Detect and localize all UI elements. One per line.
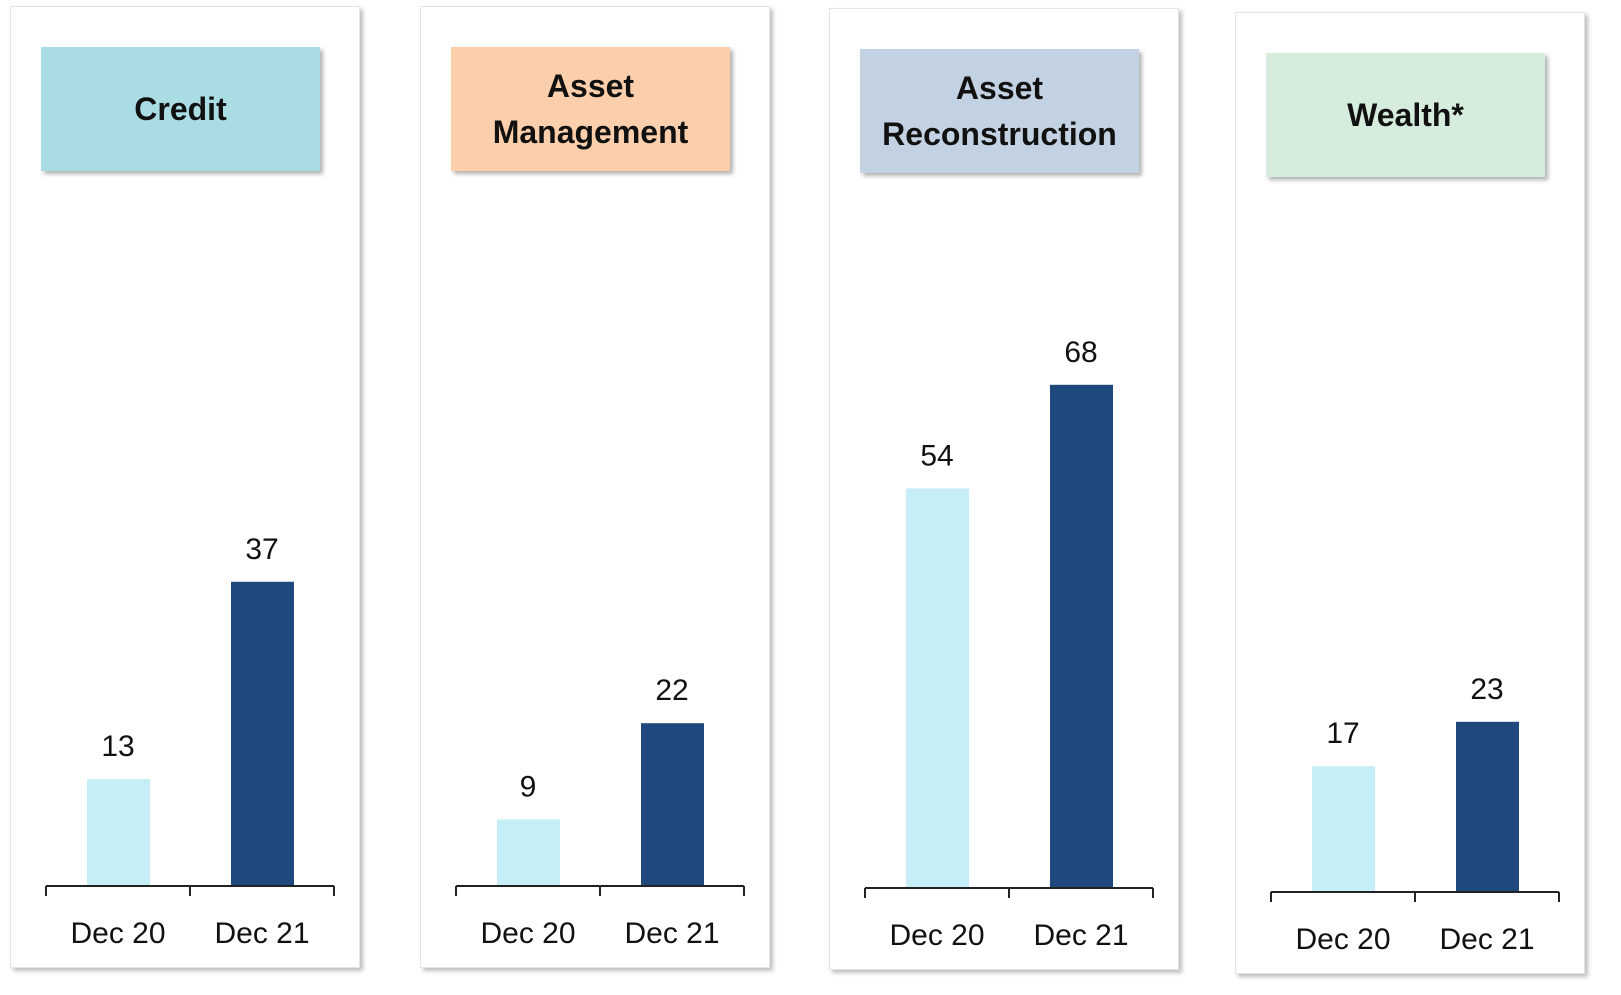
chart-panel: Asset Reconstruction 54 Dec 20 68 Dec 21 — [829, 8, 1179, 970]
bar — [1050, 384, 1113, 888]
title-box: Asset Management — [451, 47, 730, 171]
chart-title: Asset Management — [492, 68, 689, 150]
title-box: Wealth* — [1266, 53, 1545, 177]
x-tick-label: Dec 20 — [889, 919, 984, 952]
bar — [641, 723, 704, 886]
bar — [87, 779, 150, 886]
x-tick-label: Dec 21 — [214, 917, 309, 950]
bar — [497, 819, 560, 886]
bar — [231, 581, 294, 886]
x-tick-label: Dec 21 — [624, 917, 719, 950]
chart-title: Credit — [134, 91, 227, 127]
chart-panel: Credit 13 Dec 20 37 Dec 21 — [10, 6, 360, 968]
chart-title: Wealth* — [1347, 97, 1464, 133]
chart-title: Asset Reconstruction — [882, 70, 1117, 152]
chart-panel: Asset Management 9 Dec 20 22 Dec 21 — [420, 6, 770, 968]
value-label: 9 — [520, 770, 537, 803]
value-label: 13 — [101, 730, 134, 763]
chart: 17 Dec 20 23 Dec 21 — [1270, 673, 1560, 956]
x-tick-label: Dec 21 — [1439, 923, 1534, 956]
bar — [1312, 766, 1375, 892]
value-label: 68 — [1064, 336, 1097, 369]
value-label: 54 — [920, 439, 953, 472]
value-label: 22 — [655, 674, 688, 707]
x-tick-label: Dec 20 — [70, 917, 165, 950]
value-label: 37 — [245, 533, 278, 566]
x-tick-label: Dec 20 — [1295, 923, 1390, 956]
value-label: 17 — [1326, 717, 1359, 750]
chart: 13 Dec 20 37 Dec 21 — [45, 533, 335, 950]
bar — [1456, 721, 1519, 892]
value-label: 23 — [1470, 673, 1503, 706]
chart: 9 Dec 20 22 Dec 21 — [455, 674, 745, 950]
chart-panel: Wealth* 17 Dec 20 23 Dec 21 — [1235, 12, 1585, 974]
x-tick-label: Dec 21 — [1033, 919, 1128, 952]
bar — [906, 488, 969, 888]
title-box: Asset Reconstruction — [860, 49, 1139, 173]
x-tick-label: Dec 20 — [480, 917, 575, 950]
chart: 54 Dec 20 68 Dec 21 — [864, 336, 1154, 952]
title-box: Credit — [41, 47, 320, 171]
